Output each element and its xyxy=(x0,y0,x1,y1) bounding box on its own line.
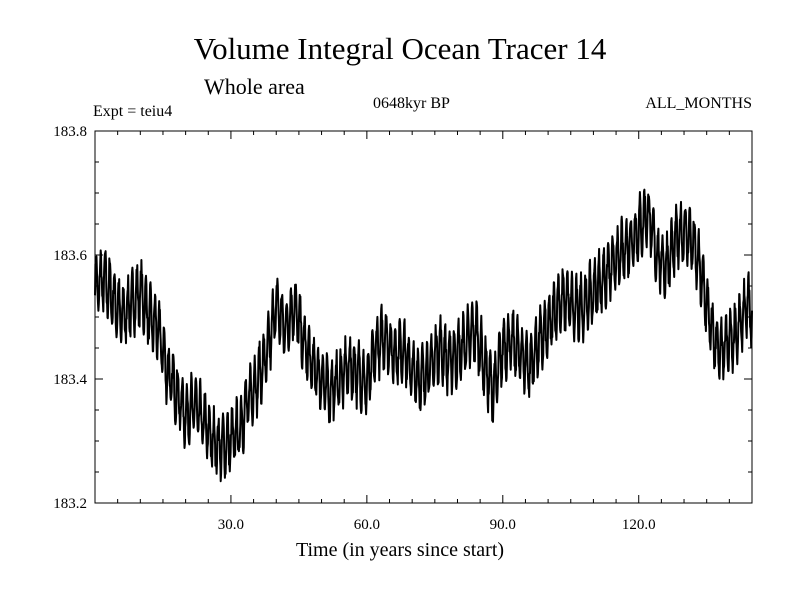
y-tick-label: 183.4 xyxy=(53,372,87,388)
x-tick-label: 30.0 xyxy=(218,517,244,533)
chart-title: Volume Integral Ocean Tracer 14 xyxy=(193,31,607,66)
y-tick-label: 183.2 xyxy=(53,496,87,512)
y-tick-label: 183.8 xyxy=(53,124,87,140)
series-line xyxy=(94,188,753,483)
x-tick-label: 120.0 xyxy=(622,517,656,533)
plot-frame xyxy=(94,130,753,504)
x-tick-label: 60.0 xyxy=(354,517,380,533)
chart-subtitle: Whole area xyxy=(204,74,305,99)
experiment-label: Expt = teiu4 xyxy=(93,103,173,120)
period-label: 0648kyr BP xyxy=(373,95,450,112)
months-label: ALL_MONTHS xyxy=(645,95,752,112)
x-tick-label: 90.0 xyxy=(490,517,516,533)
y-tick-label: 183.6 xyxy=(53,248,87,264)
x-axis-label: Time (in years since start) xyxy=(295,539,505,561)
